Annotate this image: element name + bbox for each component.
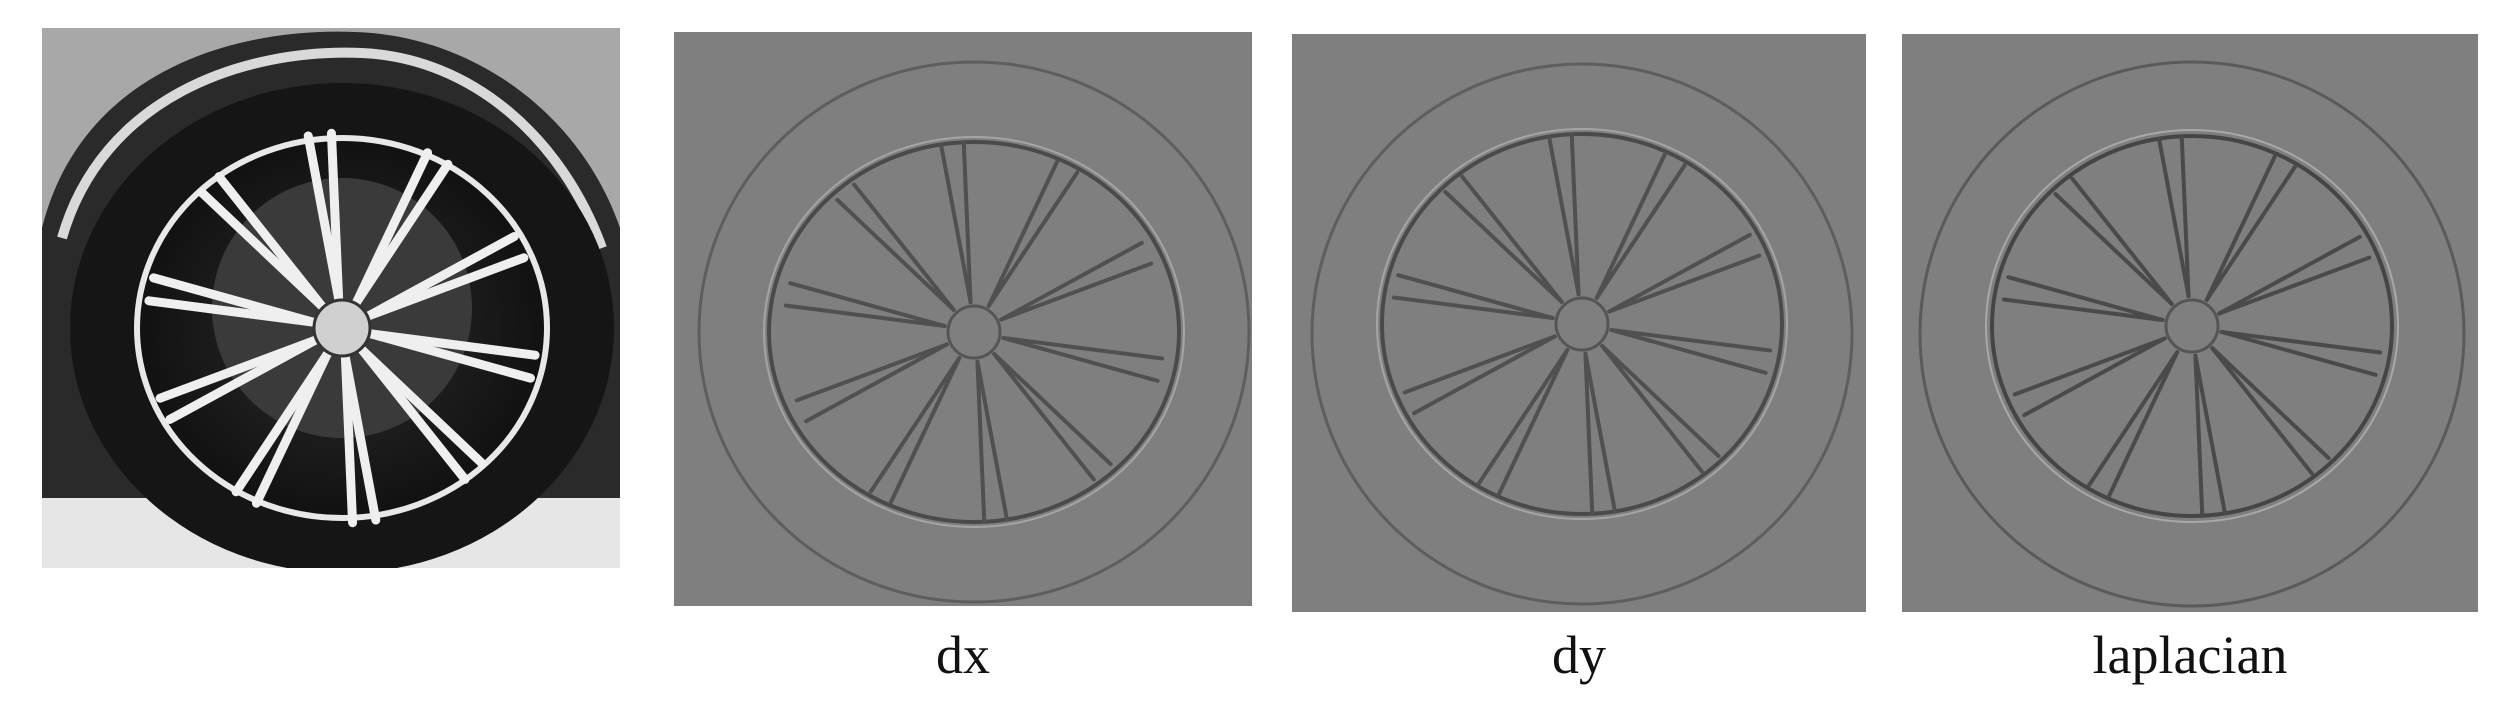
spoke-line [888, 356, 962, 505]
spoke-line [2022, 336, 2167, 418]
spoke-line [961, 140, 973, 305]
spoke-line [1607, 232, 1752, 314]
spoke-line [2053, 191, 2174, 306]
spoke-line [1476, 348, 1570, 486]
spoke-line [999, 261, 1154, 322]
spoke-line [1443, 189, 1564, 304]
spoke-line [2217, 255, 2372, 316]
spoke-line [1583, 351, 1617, 514]
spoke-line [2006, 275, 2165, 323]
spoke-line [1600, 344, 1704, 474]
dy-edge-svg [1292, 34, 1866, 612]
original-wheel-image [42, 28, 620, 568]
spoke-line [1001, 335, 1165, 361]
spoke-line [1583, 351, 1595, 516]
spoke-line [366, 329, 535, 383]
spoke-line [364, 253, 529, 321]
spoke-line [2204, 153, 2278, 302]
spoke-line [975, 359, 1009, 522]
spoke-line [999, 240, 1144, 322]
spoke-line [804, 342, 949, 424]
spoke-line [783, 303, 947, 329]
spoke-line [992, 352, 1096, 482]
spoke-line [2001, 297, 2165, 323]
spoke-line [1460, 174, 1564, 304]
spoke-line [2210, 346, 2331, 461]
spoke-line [1547, 134, 1581, 297]
laplacian-image [1902, 34, 2478, 612]
spoke-line [1496, 348, 1570, 497]
spoke-line [2157, 136, 2191, 299]
spoke-line [992, 352, 1113, 467]
spoke-line [986, 170, 1080, 308]
caption-laplacian: laplacian [2092, 625, 2288, 685]
caption-dx: dx [936, 625, 990, 685]
dx-edge-svg [674, 32, 1252, 606]
spoke-line [2204, 164, 2298, 302]
spoke-line [2086, 350, 2180, 488]
spoke-line [1609, 327, 1773, 353]
spoke-line [868, 356, 962, 494]
spoke-line [352, 159, 453, 307]
spoke-line [1412, 334, 1557, 416]
spoke-line [1001, 335, 1160, 383]
spoke-line [2012, 336, 2167, 397]
spoke-line [986, 159, 1060, 308]
spoke-line [1594, 151, 1668, 300]
spoke-line [1594, 162, 1688, 300]
spoke-line [1569, 132, 1581, 297]
spoke-line [1396, 273, 1555, 321]
spoke-line [214, 172, 327, 311]
spoke-line [2219, 329, 2378, 377]
spoke-line [794, 342, 949, 403]
spoke-line [1609, 327, 1768, 375]
caption-dy: dy [1552, 625, 1606, 685]
laplacian-edge-svg [1902, 34, 2478, 612]
spoke-line [975, 359, 987, 524]
spoke-line [2106, 350, 2180, 499]
spoke-line [939, 142, 973, 305]
spoke-line [2210, 346, 2314, 476]
spoke-line [2193, 353, 2205, 518]
spoke-line [2219, 329, 2383, 355]
spoke-line [231, 349, 332, 497]
wheel-photo-svg [42, 28, 620, 568]
spoke-line [155, 335, 320, 403]
spoke-line [149, 273, 318, 327]
spoke-line [2179, 134, 2191, 299]
spoke-line [1607, 253, 1762, 314]
spoke-line [326, 128, 344, 303]
spoke-line [2193, 353, 2227, 516]
spoke-line [788, 281, 947, 329]
spoke-line [357, 345, 470, 484]
dy-image [1292, 34, 1866, 612]
spoke-line [340, 353, 358, 528]
spoke-line [1600, 344, 1721, 459]
spoke-line [835, 197, 956, 312]
spoke-line [1402, 334, 1557, 395]
spoke-line [2217, 234, 2362, 316]
spoke-line [2070, 176, 2174, 306]
spoke-line [1391, 295, 1555, 321]
dx-image [674, 32, 1252, 606]
spoke-line [852, 182, 956, 312]
